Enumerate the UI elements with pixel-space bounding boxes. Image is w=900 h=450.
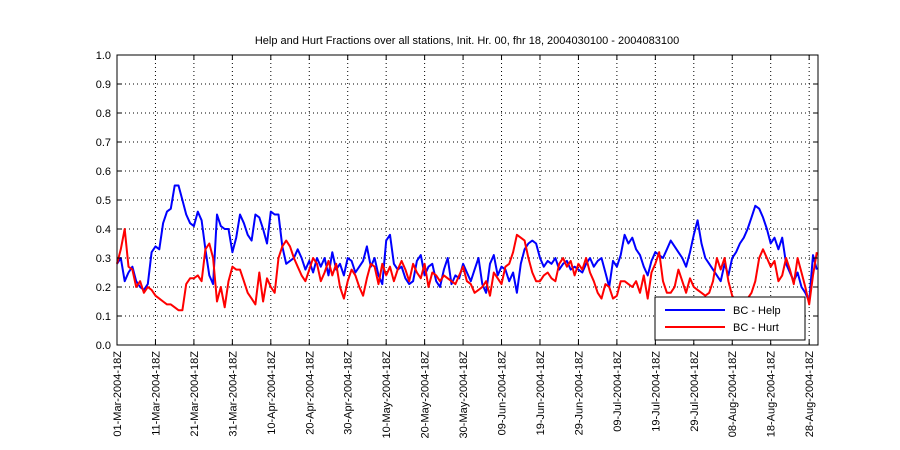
x-tick-label: 10-Apr-2004-18Z	[266, 351, 278, 435]
y-tick-label: 0.9	[96, 79, 111, 91]
x-tick-label: 30-Apr-2004-18Z	[343, 351, 355, 435]
x-tick-label: 20-May-2004-18Z	[420, 351, 432, 439]
x-tick-label: 20-Apr-2004-18Z	[304, 351, 316, 435]
x-tick-label: 18-Aug-2004-18Z	[766, 351, 778, 438]
y-tick-label: 0.3	[96, 253, 111, 265]
y-tick-label: 0.5	[96, 195, 111, 207]
chart-title: Help and Hurt Fractions over all station…	[255, 35, 679, 47]
x-tick-label: 29-Jul-2004-18Z	[689, 351, 701, 432]
x-tick-label: 28-Aug-2004-18Z	[804, 351, 816, 438]
legend-label-help: BC - Help	[733, 305, 781, 317]
x-tick-label: 09-Jun-2004-18Z	[497, 351, 509, 436]
y-tick-label: 0.6	[96, 166, 111, 178]
series-line-help	[116, 184, 818, 303]
y-tick-label: 0.7	[96, 137, 111, 149]
x-tick-label: 31-Mar-2004-18Z	[227, 351, 239, 437]
axes: 0.0 0.1 0.2 0.3 0.4 0.5 0.6 0.7 0.8 0.9 1.0 01-Mar-…	[96, 50, 819, 439]
x-tick-label: 01-Mar-2004-18Z	[112, 351, 124, 437]
x-tick-label: 30-May-2004-18Z	[458, 351, 470, 439]
y-tick-label: 0.2	[96, 282, 111, 294]
y-tick-label: 0.4	[96, 224, 111, 236]
x-tick-label: 29-Jun-2004-18Z	[573, 351, 585, 436]
legend: BC - Help BC - Hurt	[654, 296, 806, 341]
legend-label-hurt: BC - Hurt	[733, 322, 779, 334]
x-tick-label: 10-May-2004-18Z	[381, 351, 393, 439]
series-lines	[116, 184, 818, 312]
grid	[117, 55, 818, 345]
y-tick-label: 0.8	[96, 108, 111, 120]
y-tick-label: 0.0	[96, 340, 111, 352]
y-tick-label: 0.1	[96, 311, 111, 323]
series-line-hurt	[116, 228, 818, 312]
x-tick-label: 11-Mar-2004-18Z	[150, 351, 162, 436]
x-tick-label: 19-Jun-2004-18Z	[535, 351, 547, 436]
axes-frame	[116, 54, 819, 346]
y-tick-label: 1.0	[96, 50, 111, 62]
x-tick-label: 08-Aug-2004-18Z	[727, 351, 739, 438]
x-tick-label: 09-Jul-2004-18Z	[612, 351, 624, 432]
x-tick-label: 19-Jul-2004-18Z	[650, 351, 662, 432]
x-tick-label: 21-Mar-2004-18Z	[189, 351, 201, 437]
legend-box	[654, 296, 806, 341]
